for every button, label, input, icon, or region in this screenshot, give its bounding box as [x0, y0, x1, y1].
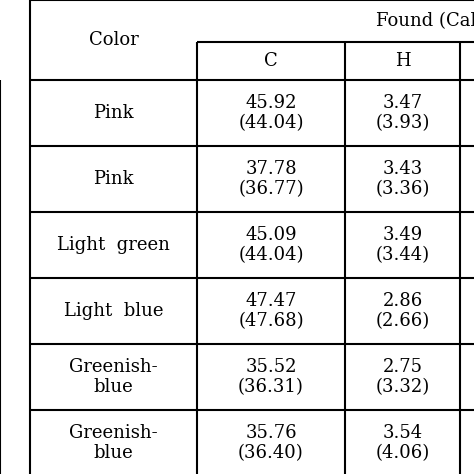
Text: Found (Calcd: Found (Calcd [376, 12, 474, 30]
Text: H: H [395, 52, 410, 70]
Text: 47.47
(47.68): 47.47 (47.68) [238, 292, 304, 330]
Text: 2.86
(2.66): 2.86 (2.66) [375, 292, 429, 330]
Text: 35.76
(36.40): 35.76 (36.40) [238, 424, 304, 463]
Text: 37.78
(36.77): 37.78 (36.77) [238, 160, 304, 199]
Text: C: C [264, 52, 278, 70]
Text: Pink: Pink [93, 170, 134, 188]
Text: Pink: Pink [93, 104, 134, 122]
Text: Greenish-
blue: Greenish- blue [69, 424, 158, 463]
Text: 35.52
(36.31): 35.52 (36.31) [238, 357, 304, 396]
Text: 45.09
(44.04): 45.09 (44.04) [238, 226, 304, 264]
Text: Light  blue: Light blue [64, 302, 163, 320]
Text: Color: Color [89, 31, 138, 49]
Text: 45.92
(44.04): 45.92 (44.04) [238, 93, 304, 132]
Text: 2.75
(3.32): 2.75 (3.32) [375, 357, 429, 396]
Text: Light  green: Light green [57, 236, 170, 254]
Text: 3.49
(3.44): 3.49 (3.44) [375, 226, 429, 264]
Text: 3.54
(4.06): 3.54 (4.06) [375, 424, 429, 463]
Text: Greenish-
blue: Greenish- blue [69, 357, 158, 396]
Text: 3.47
(3.93): 3.47 (3.93) [375, 93, 430, 132]
Text: 3.43
(3.36): 3.43 (3.36) [375, 160, 430, 199]
